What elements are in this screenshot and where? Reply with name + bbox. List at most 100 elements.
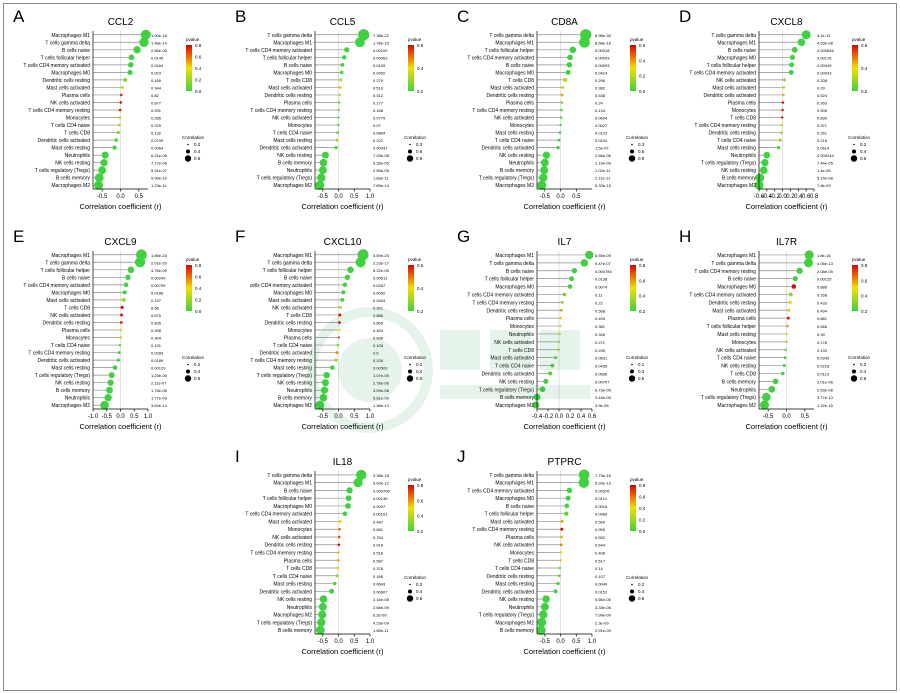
point-nk-cells-resting (782, 364, 786, 368)
legend-size-point (628, 595, 636, 602)
pvalue-label-nk-cells-activated: 0.133 (817, 348, 828, 353)
point-t-cells-cd4-naive (335, 574, 339, 578)
legend-correlation-tick: 0.2 (860, 142, 867, 147)
pvalue-label-t-cells-cd4-naive: 0.229 (151, 123, 162, 128)
point-neutrophils (540, 602, 549, 611)
category-label-b-cells-memory: B cells memory (278, 628, 313, 634)
point-t-cells-follicular-helper (786, 324, 789, 328)
pvalue-label-macrophages-m1: 9.63e-12 (373, 481, 390, 486)
category-label-neutrophils: Neutrophils (509, 332, 535, 338)
legend-size-point (631, 363, 633, 366)
category-label-t-cells-cd4-memory-activated: T cells CD4 memory activated (467, 292, 534, 298)
category-label-macrophages-m2: Macrophages M2 (495, 183, 534, 189)
category-label-nk-cells-resting: NK cells resting (499, 153, 534, 159)
x-tick-label: -0.5 (318, 194, 329, 200)
point-t-cells-cd4-naive (778, 138, 782, 142)
pvalue-label-nk-cells-activated: 0.0604 (595, 116, 608, 121)
pvalue-label-macrophages-m0: 0.023 (151, 70, 162, 75)
point-macrophages-m2 (315, 400, 325, 410)
pvalue-label-nk-cells-resting: 0.0218 (817, 364, 830, 369)
pvalue-label-mast-cells-resting: 0.0643 (373, 582, 386, 587)
pvalue-label-dendritic-cells-resting: 0.312 (373, 93, 384, 98)
pvalue-label-dendritic-cells-resting: 0.538 (595, 93, 606, 98)
point-b-cells-naive (346, 487, 353, 494)
x-axis-label: Correlation coefficient (r) (302, 647, 384, 656)
pvalue-label-t-cells-cd4-memory-activated: 0.00799 (151, 283, 166, 288)
panel-j: J PTPRC T cells gamma delta 7.73e-16 Macroph… (452, 445, 674, 660)
category-label-plasma-cells: Plasma cells (62, 93, 91, 99)
point-b-cells-naive (792, 276, 798, 282)
point-t-cells-cd8 (120, 305, 124, 309)
pvalue-label-t-cells-cd8: 0.0113 (817, 371, 830, 376)
pvalue-label-nk-cells-activated: 0.301 (373, 305, 384, 310)
category-label-t-cells-gamma-delta: T cells gamma delta (267, 33, 312, 39)
point-t-cells-cd4-naive (558, 566, 562, 570)
category-label-monocytes: Monocytes (510, 551, 535, 557)
point-mast-cells-resting (556, 581, 560, 586)
category-label-t-cells-cd4-memory-resting: T cells CD4 memory resting (472, 527, 534, 533)
category-label-macrophages-m0: Macrophages M0 (495, 496, 534, 502)
category-label-monocytes: Monocytes (732, 108, 757, 114)
pvalue-label-t-cells-gamma-delta: 3.38e-18 (373, 473, 390, 478)
pvalue-label-mast-cells-resting: 0.0064 (151, 146, 164, 151)
point-t-cells-cd4-memory-activated (123, 282, 129, 288)
point-t-cells-regulatory-tregs (539, 173, 548, 182)
pvalue-label-plasma-cells: 0.861 (817, 316, 828, 321)
pvalue-label-t-cells-cd8: 8.6E (151, 305, 160, 310)
x-tick-label: 0.2 (786, 194, 795, 200)
pvalue-label-nk-cells-activated: 0.754 (373, 535, 384, 540)
point-mast-cells-activated (340, 298, 345, 302)
category-label-plasma-cells: Plasma cells (284, 558, 313, 564)
point-monocytes (337, 123, 340, 127)
point-dendritic-cells-resting (560, 93, 564, 97)
pvalue-label-dendritic-cells-resting: 0.433 (817, 300, 828, 305)
x-tick-label: 0.0 (556, 639, 565, 645)
panel-letter: G (457, 227, 470, 246)
pvalue-label-macrophages-m1: 1.78e-15 (373, 40, 390, 45)
legend-correlation-tick: 0.6 (638, 149, 645, 154)
chart-title: CD8A (551, 17, 578, 28)
pvalue-label-t-cells-cd4-memory-activated: 0.0164 (151, 63, 164, 68)
panel-letter: A (13, 7, 25, 26)
legend-correlation-title: Correlation (404, 135, 427, 140)
legend-pvalue-tick: 0.4 (195, 286, 202, 291)
chart-title: CXCL8 (770, 17, 803, 28)
category-label-monocytes: Monocytes (66, 116, 91, 122)
legend-correlation-title: Correlation (848, 135, 871, 140)
pvalue-label-t-cells-cd4-naive: 0.0804 (373, 131, 386, 136)
pvalue-label-macrophages-m2: 1.48e-13 (373, 403, 390, 408)
pvalue-label-macrophages-m0: 0.886 (817, 285, 828, 290)
legend-size-point (409, 143, 411, 146)
point-macrophages-m0 (345, 503, 351, 509)
point-macrophages-m0 (341, 290, 346, 295)
pvalue-label-t-cells-regulatory-tregs: 7.99e-09 (595, 613, 612, 618)
legend-size-point (408, 589, 412, 594)
category-label-nk-cells-resting: NK cells resting (721, 168, 756, 174)
pvalue-label-cells-cd4-memory-activated: 0.0267 (373, 283, 386, 288)
point-monocytes (559, 551, 563, 554)
pvalue-label-t-cells-cd4-memory-resting: 0.518 (373, 551, 384, 556)
legend-pvalue-tick: 0.0 (639, 89, 646, 94)
pvalue-label-plasma-cells: 0.493 (595, 316, 606, 321)
legend-size-point (187, 143, 189, 146)
legend-size-point (631, 583, 633, 586)
point-b-cells-naive (566, 62, 573, 68)
figure-frame (3, 3, 897, 691)
point-mast-cells-activated (338, 519, 342, 523)
pvalue-label-t-cells-cd8: 0.235 (595, 348, 606, 353)
category-label-t-cells-cd8: T cells CD8 (730, 371, 756, 377)
legend-pvalue-title: pvalue (408, 257, 422, 262)
category-label-monocytes: Monocytes (732, 340, 757, 346)
pvalue-label-t-cells-cd4-memory-resting: 0.226 (373, 358, 384, 363)
pvalue-label-t-cells-cd4-naive: 0.131 (151, 343, 162, 348)
pvalue-label-macrophages-m0: 0.0007 (373, 504, 386, 509)
pvalue-label-macrophages-m0: 0.0114 (595, 496, 608, 501)
point-dendritic-cells-resting (337, 543, 341, 546)
panel-e: E CXCL9 Macrophages M1 1.85e-23 T cells gamm… (8, 225, 230, 435)
point-t-cells-regulatory-tregs (323, 371, 330, 379)
panel-i: I IL18 T cells gamma delta 3.38e-18 Macropha… (230, 445, 452, 660)
legend-pvalue-title: pvalue (852, 257, 866, 262)
category-label-mast-cells-resting: Mast cells resting (51, 366, 90, 372)
pvalue-label-nk-cells-resting: 0.00707 (595, 379, 610, 384)
pvalue-label-b-cells-memory: 5.99e-10 (151, 176, 168, 181)
